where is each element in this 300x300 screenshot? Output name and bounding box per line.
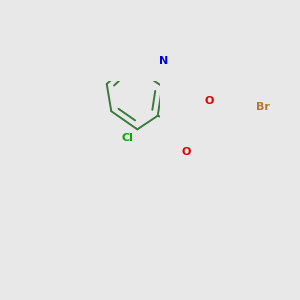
Text: Br: Br xyxy=(256,102,270,112)
Text: O: O xyxy=(204,96,213,106)
Text: N: N xyxy=(159,56,168,66)
Text: O: O xyxy=(182,147,191,157)
Text: Cl: Cl xyxy=(121,134,133,143)
